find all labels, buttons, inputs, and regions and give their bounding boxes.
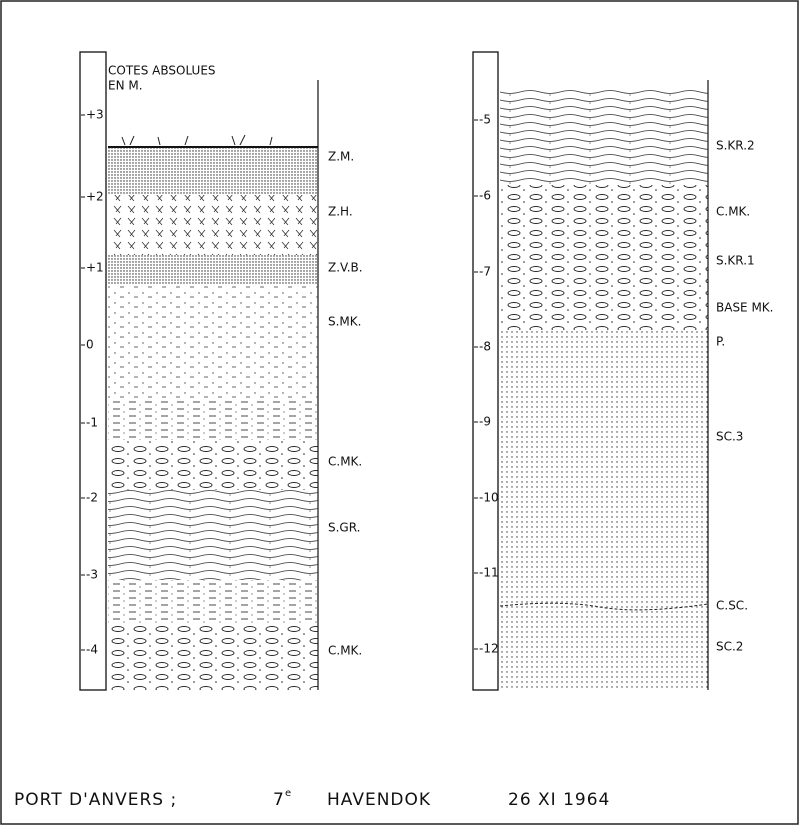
scale-label: +3 bbox=[86, 108, 104, 122]
scale-bar bbox=[80, 52, 106, 690]
strata bbox=[108, 135, 318, 690]
layer-label: Z.H. bbox=[328, 205, 353, 219]
footer-ordinal-suffix: e bbox=[285, 788, 291, 799]
scale-label: -8 bbox=[479, 340, 491, 354]
footer-dock: HAVENDOK bbox=[327, 790, 431, 810]
scale-label: -4 bbox=[86, 643, 98, 657]
scale-label: -12 bbox=[479, 642, 499, 656]
layer-label: BASE MK. bbox=[716, 301, 774, 315]
layer-label: C.MK. bbox=[328, 455, 362, 469]
scale-label: -10 bbox=[479, 491, 499, 505]
scale-label: -7 bbox=[479, 265, 491, 279]
strata bbox=[500, 88, 708, 690]
scale-label: +1 bbox=[86, 261, 104, 275]
scale-bar bbox=[473, 52, 498, 690]
scale-label: 0 bbox=[86, 338, 94, 352]
scale-label: -5 bbox=[479, 113, 491, 127]
footer-ordinal: 7 bbox=[273, 790, 285, 810]
column-header: COTES ABSOLUES bbox=[108, 64, 216, 78]
layer-label: Z.M. bbox=[328, 150, 354, 164]
scale-label: -6 bbox=[479, 189, 491, 203]
layer-label: P. bbox=[716, 335, 725, 349]
layer-label: Z.V.B. bbox=[328, 261, 363, 275]
layer-label: SC.3 bbox=[716, 430, 743, 444]
footer-date: 26 XI 1964 bbox=[508, 790, 610, 810]
scale-label: -9 bbox=[479, 415, 491, 429]
column-header: EN M. bbox=[108, 79, 143, 93]
layer-label: S.KR.2 bbox=[716, 139, 755, 153]
scale-label: -11 bbox=[479, 566, 499, 580]
layer-label: S.MK. bbox=[328, 315, 361, 329]
layer-label: SC.2 bbox=[716, 640, 743, 654]
layer-label: C.MK. bbox=[328, 644, 362, 658]
scale-label: -2 bbox=[86, 491, 98, 505]
geology-sheet: PORT D'ANVERS ; 7 e HAVENDOK 26 XI 1964 … bbox=[0, 0, 799, 825]
layer-label: C.MK. bbox=[716, 205, 750, 219]
scale-label: -1 bbox=[86, 416, 98, 430]
scale-label: +2 bbox=[86, 190, 104, 204]
layer-label: C.SC. bbox=[716, 599, 748, 613]
footer-place: PORT D'ANVERS ; bbox=[14, 790, 177, 810]
layer-label: S.KR.1 bbox=[716, 254, 755, 268]
layer-label: S.GR. bbox=[328, 521, 360, 535]
scale-label: -3 bbox=[86, 568, 98, 582]
